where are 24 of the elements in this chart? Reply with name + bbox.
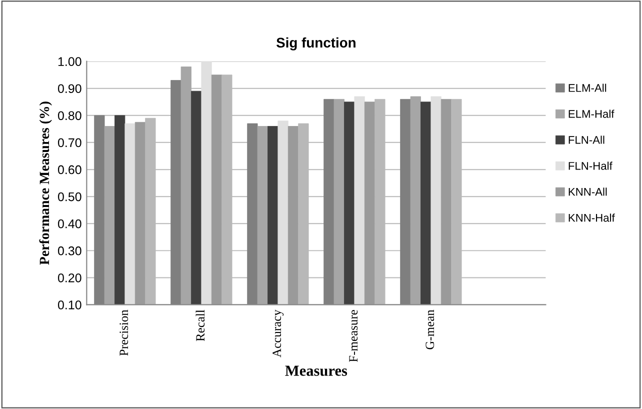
x-tick-label: Precision: [120, 310, 128, 356]
y-tick-label: 0.10: [58, 300, 82, 310]
x-tick-label: G-mean: [426, 310, 434, 350]
y-tick-label: 1.00: [58, 57, 82, 66]
y-tick-label: 0.40: [58, 219, 82, 228]
legend-label: ELM-All: [568, 84, 606, 92]
x-axis-title: Measures: [285, 366, 348, 376]
y-tick-label: 0.30: [58, 246, 82, 256]
x-tick-label: Recall: [196, 310, 205, 342]
chart-title: Sig function: [276, 37, 356, 50]
x-tick-label: Accuracy: [272, 310, 284, 358]
legend-label: KNN-Half: [568, 214, 615, 222]
y-tick-label: 0.80: [58, 111, 82, 120]
legend-label: ELM-Half: [568, 110, 614, 118]
y-axis-title: Performance Measures (%): [39, 102, 52, 265]
x-tick-label: F-measure: [349, 310, 358, 362]
y-tick-label: 0.90: [58, 84, 82, 94]
y-tick-label: 0.20: [58, 273, 82, 282]
legend-label: KNN-All: [568, 188, 607, 196]
y-tick-label: 0.60: [58, 165, 82, 174]
legend-label: FLN-All: [568, 136, 604, 144]
legend-label: FLN-Half: [568, 162, 612, 170]
y-tick-label: 0.70: [58, 138, 82, 148]
y-tick-label: 0.50: [58, 192, 82, 202]
